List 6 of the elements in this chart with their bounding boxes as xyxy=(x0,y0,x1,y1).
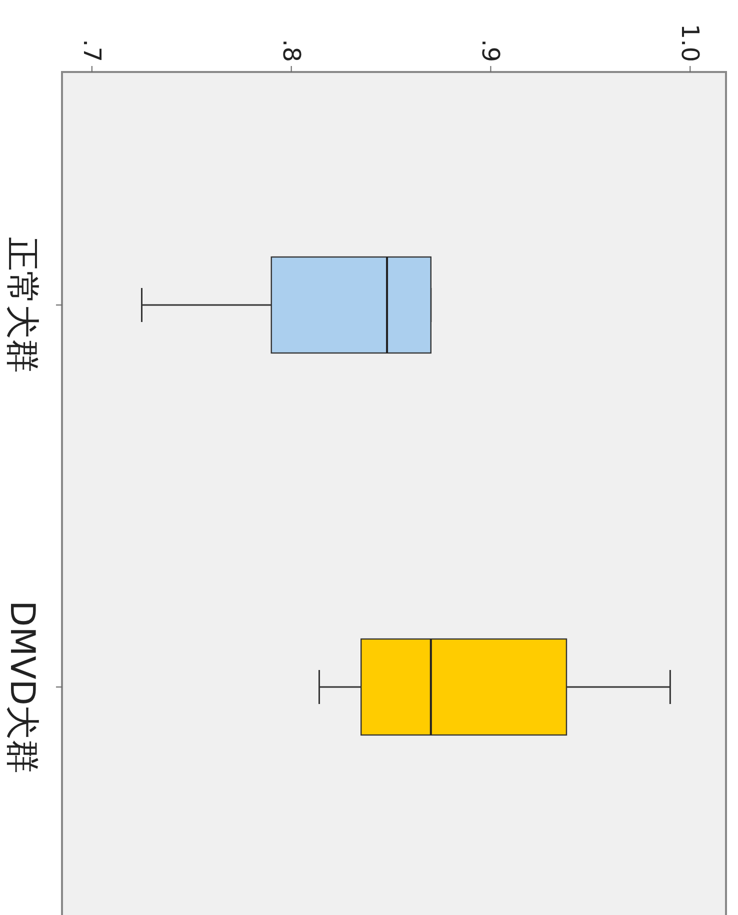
y-tick-label: 正常犬群 xyxy=(2,237,42,373)
x-tick-label: .7 xyxy=(78,39,106,62)
y-tick-label: DMVD犬群 xyxy=(2,600,42,774)
x-tick-label: 1.0 xyxy=(676,24,704,62)
x-tick-label: .8 xyxy=(277,39,306,62)
x-tick-label: .9 xyxy=(476,39,505,62)
